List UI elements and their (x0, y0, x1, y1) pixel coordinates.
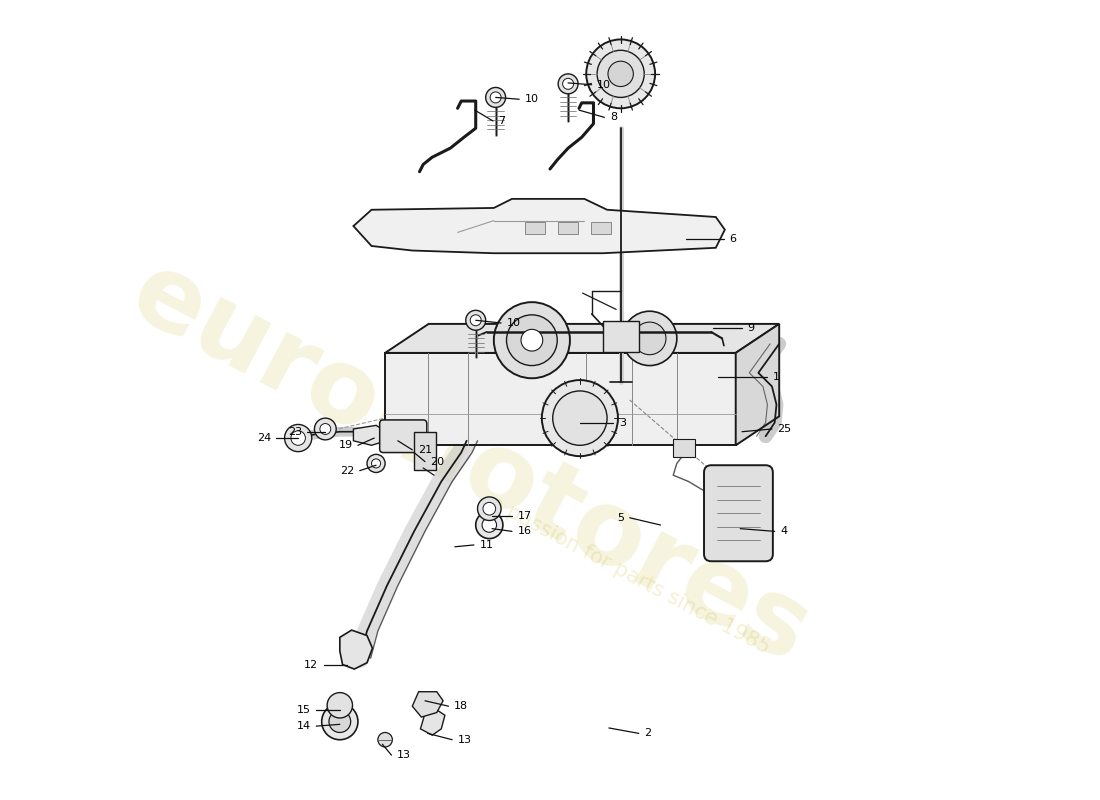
FancyBboxPatch shape (414, 432, 436, 470)
FancyBboxPatch shape (558, 222, 579, 234)
Text: euromotores: euromotores (114, 242, 826, 685)
Circle shape (482, 518, 496, 532)
Text: 11: 11 (480, 540, 493, 550)
Circle shape (378, 733, 393, 747)
Circle shape (483, 502, 496, 515)
Polygon shape (340, 630, 373, 669)
Circle shape (491, 92, 502, 103)
Text: 25: 25 (778, 424, 792, 434)
Text: 4: 4 (780, 526, 788, 536)
Polygon shape (353, 426, 385, 446)
Circle shape (372, 459, 381, 468)
Text: 24: 24 (256, 433, 271, 443)
Circle shape (477, 497, 502, 521)
Circle shape (320, 423, 331, 434)
Text: 16: 16 (517, 526, 531, 536)
Text: 2: 2 (645, 728, 651, 738)
Circle shape (562, 78, 573, 90)
Circle shape (634, 322, 665, 354)
Circle shape (494, 302, 570, 378)
Text: 1: 1 (773, 372, 780, 382)
Text: 3: 3 (619, 418, 626, 428)
Circle shape (608, 61, 634, 86)
FancyBboxPatch shape (673, 439, 695, 457)
Circle shape (321, 703, 358, 740)
Text: 22: 22 (340, 466, 354, 476)
Polygon shape (385, 324, 779, 353)
Circle shape (506, 315, 558, 366)
Text: 6: 6 (729, 234, 736, 244)
Circle shape (367, 454, 385, 473)
Circle shape (315, 418, 337, 440)
FancyBboxPatch shape (603, 321, 639, 352)
Text: 21: 21 (418, 445, 432, 455)
Text: 8: 8 (609, 112, 617, 122)
Text: 10: 10 (525, 94, 539, 104)
Circle shape (327, 693, 352, 718)
Polygon shape (412, 692, 443, 717)
Circle shape (475, 511, 503, 538)
Text: 19: 19 (339, 440, 352, 450)
Circle shape (521, 330, 542, 351)
Text: 14: 14 (297, 721, 311, 731)
Circle shape (329, 710, 351, 733)
Circle shape (542, 380, 618, 456)
Text: 20: 20 (430, 457, 444, 466)
Circle shape (486, 87, 506, 107)
Circle shape (470, 314, 481, 326)
Text: 18: 18 (454, 702, 469, 711)
Circle shape (597, 50, 645, 98)
FancyBboxPatch shape (525, 222, 544, 234)
Text: a passion for parts since 1985: a passion for parts since 1985 (486, 493, 773, 658)
Circle shape (465, 310, 486, 330)
Text: 23: 23 (287, 426, 301, 437)
Circle shape (552, 391, 607, 446)
Text: 13: 13 (458, 734, 472, 745)
FancyBboxPatch shape (704, 466, 773, 562)
Text: 17: 17 (517, 511, 531, 521)
Polygon shape (420, 708, 444, 735)
Polygon shape (385, 353, 736, 446)
Text: 13: 13 (397, 750, 411, 760)
Text: 15: 15 (297, 705, 311, 715)
Circle shape (558, 74, 579, 94)
Text: 10: 10 (506, 318, 520, 328)
Circle shape (285, 425, 311, 452)
Text: 9: 9 (748, 322, 755, 333)
Polygon shape (736, 324, 779, 446)
Text: 10: 10 (597, 80, 612, 90)
Text: 12: 12 (304, 659, 318, 670)
Polygon shape (353, 199, 725, 254)
FancyBboxPatch shape (591, 222, 611, 234)
Text: 7: 7 (498, 116, 506, 126)
Text: 5: 5 (617, 513, 625, 522)
FancyBboxPatch shape (379, 420, 427, 453)
Circle shape (586, 39, 656, 108)
Circle shape (623, 311, 676, 366)
Circle shape (290, 431, 306, 446)
